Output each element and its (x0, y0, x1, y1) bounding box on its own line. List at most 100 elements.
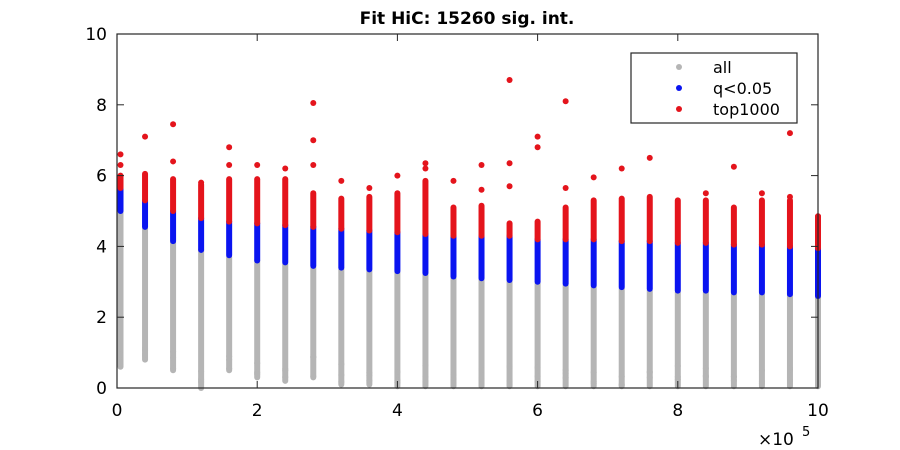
axes-box (116, 33, 819, 389)
data-point (310, 161, 317, 168)
x-tick-label: 6 (532, 401, 543, 421)
x-axis-exponent: ×10 5 (758, 425, 810, 450)
data-point (450, 177, 457, 184)
y-tick-label: 6 (96, 167, 107, 187)
legend: all q<0.05 top1000 (630, 52, 798, 124)
legend-entry: top1000 (676, 100, 780, 119)
data-point (590, 378, 597, 385)
data-point (534, 133, 541, 140)
data-point (422, 165, 429, 172)
data-point (394, 172, 401, 179)
data-point (254, 360, 261, 367)
data-point (506, 378, 513, 385)
x-axis-exponent-power: 5 (802, 425, 810, 440)
data-point (590, 174, 597, 181)
series-all (117, 208, 821, 391)
data-point (646, 374, 653, 381)
data-point (198, 378, 205, 385)
chart-title: Fit HiC: 15260 sig. int. (360, 9, 575, 29)
x-tick-label: 2 (252, 401, 263, 421)
legend-label: top1000 (713, 100, 780, 119)
x-tick-label: 4 (392, 401, 403, 421)
data-point (758, 190, 765, 197)
data-point (674, 373, 681, 380)
data-point (226, 144, 233, 151)
data-point (562, 184, 569, 191)
legend-label: all (713, 58, 732, 77)
data-point (562, 367, 569, 374)
data-point (198, 368, 205, 375)
data-point (786, 193, 793, 200)
data-point (117, 361, 124, 368)
data-point (170, 121, 177, 128)
data-point (758, 380, 765, 387)
legend-marker (676, 64, 682, 70)
data-point (170, 365, 177, 372)
axis-ticks-layer: 0 2 4 6 8 10 0 2 4 6 8 10 (85, 25, 828, 421)
data-point (226, 365, 233, 372)
data-point (450, 379, 457, 386)
data-point (478, 161, 485, 168)
data-point (562, 374, 569, 381)
data-point (170, 354, 177, 361)
x-axis-exponent-base: ×10 (758, 430, 794, 450)
data-point (506, 183, 513, 190)
data-point (506, 363, 513, 370)
y-tick-label: 4 (96, 237, 107, 257)
y-tick-label: 10 (85, 25, 107, 45)
data-point (282, 367, 289, 374)
data-point (646, 154, 653, 161)
data-point (702, 365, 709, 372)
legend-entry: q<0.05 (676, 79, 772, 98)
x-tick-label: 0 (112, 401, 123, 421)
data-point (366, 377, 373, 384)
data-point (170, 158, 177, 165)
data-point (142, 345, 149, 352)
data-point (618, 165, 625, 172)
y-tick-label: 0 (96, 379, 107, 399)
legend-marker (676, 85, 682, 91)
data-point (478, 186, 485, 193)
legend-entry: all (676, 58, 732, 77)
data-point (422, 373, 429, 380)
data-point (117, 161, 124, 168)
series-top1000 (117, 77, 821, 252)
data-point (117, 351, 124, 358)
data-point (254, 161, 261, 168)
data-point (254, 371, 261, 378)
series-q-0-05 (117, 184, 821, 299)
data-point (646, 369, 653, 376)
data-point (282, 165, 289, 172)
data-point (730, 163, 737, 170)
y-tick-label: 8 (96, 96, 107, 116)
data-point (730, 377, 737, 384)
legend-marker (676, 106, 682, 112)
data-point (702, 373, 709, 380)
data-point (786, 364, 793, 371)
y-tick-label: 2 (96, 308, 107, 328)
data-point (142, 351, 149, 358)
data-point (366, 184, 373, 191)
data-point (422, 378, 429, 385)
data-point (786, 130, 793, 137)
data-point (282, 374, 289, 381)
legend-box (630, 52, 798, 124)
data-point (310, 100, 317, 107)
data-point (758, 367, 765, 374)
data-point (338, 378, 345, 385)
data-point (506, 77, 513, 84)
data-point (478, 375, 485, 382)
data-point (786, 377, 793, 384)
data-point (310, 353, 317, 360)
x-tick-label: 10 (807, 401, 829, 421)
data-point (142, 133, 149, 140)
data-point (618, 382, 625, 389)
data-point (534, 373, 541, 380)
data-point (534, 144, 541, 151)
data-point (562, 98, 569, 105)
data-point (170, 348, 177, 355)
data-point (450, 371, 457, 378)
data-point (226, 161, 233, 168)
data-point (590, 369, 597, 376)
